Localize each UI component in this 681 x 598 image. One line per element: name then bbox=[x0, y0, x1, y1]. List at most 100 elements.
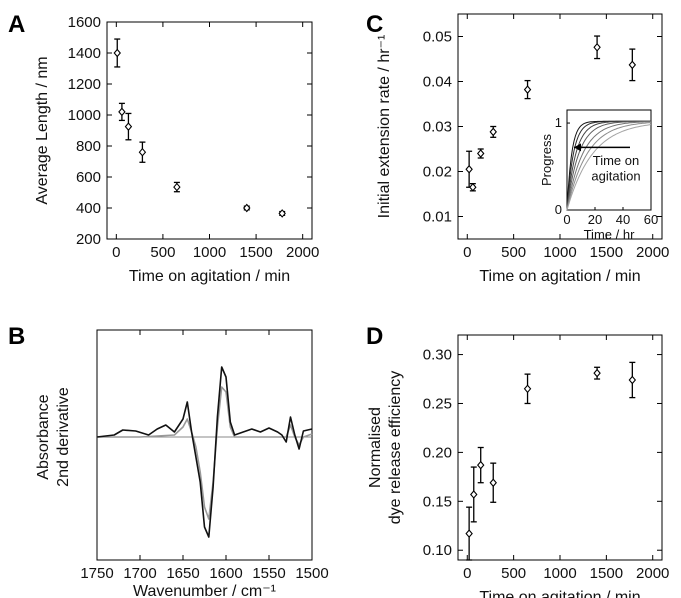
y-tick-label: 1000 bbox=[68, 107, 101, 124]
point-marker bbox=[173, 182, 181, 192]
plot-frame bbox=[96, 329, 313, 561]
y-tick-label: 0.04 bbox=[423, 74, 452, 91]
x-tick-label: 1500 bbox=[590, 244, 623, 261]
point-marker bbox=[628, 60, 637, 70]
point-marker bbox=[113, 48, 121, 58]
y-axis-label: Average Length / nm bbox=[34, 56, 51, 204]
data-point bbox=[278, 209, 286, 218]
point-marker bbox=[138, 147, 147, 157]
x-axis-label: Time on agitation / min bbox=[479, 589, 640, 598]
y-axis-label-line1: Normalised bbox=[367, 407, 384, 488]
point-marker bbox=[523, 85, 532, 94]
data-point bbox=[476, 148, 485, 159]
x-tick-label: 2000 bbox=[286, 244, 319, 261]
x-tick-label: 1750 bbox=[80, 565, 113, 582]
y-tick-label: 0.01 bbox=[423, 209, 452, 226]
data-point bbox=[489, 462, 497, 503]
x-axis-label: Wavenumber / cm⁻¹ bbox=[133, 583, 276, 598]
y-tick-label: 400 bbox=[76, 200, 101, 217]
chart-panel-c: 0 500 1000 1500 20000.010.020.030.040.05Time… bbox=[376, 13, 669, 285]
point-marker bbox=[593, 42, 601, 52]
y-tick-label: 0.25 bbox=[423, 395, 452, 412]
x-tick-label: 0 bbox=[112, 244, 120, 261]
x-tick-label: 1700 bbox=[123, 565, 156, 582]
x-tick-label: 1500 bbox=[295, 565, 328, 582]
point-marker bbox=[243, 203, 251, 213]
y-axis-label-line1: Absorbance bbox=[35, 394, 52, 479]
chart-panel-b: 1750 1700 1650 1600 1550 1500 Wavenumber / cm⁻… bbox=[35, 329, 329, 598]
inset-y-axis-label: Progress bbox=[539, 133, 554, 186]
point-marker bbox=[278, 209, 286, 218]
inset-x-axis-label: Time / hr bbox=[584, 227, 635, 242]
panel-label-a: A bbox=[8, 11, 25, 38]
point-marker bbox=[118, 107, 126, 117]
data-point bbox=[465, 506, 473, 561]
x-tick-label: 1500 bbox=[239, 244, 272, 261]
y-tick-label: 0.03 bbox=[423, 119, 452, 136]
y-tick-label: 800 bbox=[76, 138, 101, 155]
x-tick-label: 0 bbox=[463, 244, 471, 261]
x-tick-label: 1000 bbox=[543, 244, 576, 261]
spectrum-series-line bbox=[96, 366, 313, 538]
y-tick-label: 0.15 bbox=[423, 493, 452, 510]
data-point bbox=[489, 125, 497, 138]
y-tick-label: 0.10 bbox=[423, 542, 452, 559]
x-tick-label: 500 bbox=[501, 244, 526, 261]
y-tick-label: 0.05 bbox=[423, 29, 452, 46]
y-axis-label-line2: dye release efficiency bbox=[387, 371, 404, 525]
inset-x-tick-label: 40 bbox=[616, 212, 630, 227]
plot-frame bbox=[106, 21, 313, 240]
data-point bbox=[628, 48, 637, 82]
chart-panel-a: 0 500 1000 1500 2000 200 400 600 800 1000 1200 1400… bbox=[34, 14, 319, 285]
y-tick-label: 1200 bbox=[68, 76, 101, 93]
point-marker bbox=[465, 164, 473, 174]
point-marker bbox=[628, 375, 637, 385]
point-marker bbox=[523, 384, 532, 394]
x-tick-label: 1500 bbox=[590, 565, 623, 582]
data-point bbox=[465, 150, 473, 188]
x-tick-label: 1000 bbox=[193, 244, 226, 261]
y-tick-label: 1400 bbox=[68, 45, 101, 62]
inset-x-tick-label: 60 bbox=[644, 212, 658, 227]
x-tick-label: 1000 bbox=[543, 565, 576, 582]
data-point bbox=[470, 466, 478, 523]
x-tick-label: 2000 bbox=[636, 565, 669, 582]
x-tick-label: 1600 bbox=[209, 565, 242, 582]
point-marker bbox=[489, 127, 497, 137]
point-marker bbox=[470, 490, 478, 499]
inset-series-line bbox=[566, 124, 652, 211]
inset-series-line bbox=[566, 122, 652, 211]
plot-frame bbox=[457, 334, 663, 561]
inset-x-tick-label: 0 bbox=[563, 212, 570, 227]
data-point bbox=[469, 182, 477, 192]
inset-annotation-line1: Time on bbox=[593, 153, 639, 168]
panel-label-b: B bbox=[8, 323, 25, 350]
point-marker bbox=[469, 182, 477, 192]
x-tick-label: 2000 bbox=[636, 244, 669, 261]
y-tick-label: 0.30 bbox=[423, 347, 452, 364]
chart-panel-d: 0 500 1000 1500 2000 0.10 0.15 0.20 0.25 0.30 Time… bbox=[367, 334, 669, 598]
spectrum-series-line bbox=[97, 386, 313, 520]
x-tick-label: 500 bbox=[501, 565, 526, 582]
data-point bbox=[523, 79, 532, 100]
point-marker bbox=[476, 149, 485, 158]
data-point bbox=[628, 361, 637, 399]
data-point bbox=[243, 203, 251, 213]
inset-series-line bbox=[566, 121, 651, 211]
y-tick-label: 600 bbox=[76, 169, 101, 186]
y-axis-label: Initial extension rate / hr⁻¹ bbox=[376, 35, 393, 219]
data-point bbox=[173, 181, 181, 193]
y-tick-label: 1600 bbox=[68, 14, 101, 31]
data-point bbox=[476, 446, 485, 484]
data-point bbox=[113, 38, 121, 68]
panel-label-d: D bbox=[366, 323, 383, 350]
point-marker bbox=[124, 122, 133, 131]
y-axis-label-line2: 2nd derivative bbox=[55, 387, 72, 487]
inset-annotation-line2: agitation bbox=[591, 168, 640, 183]
data-point bbox=[118, 102, 126, 122]
y-tick-label: 200 bbox=[76, 231, 101, 248]
inset-y-tick-label: 0 bbox=[555, 202, 562, 217]
data-point bbox=[124, 112, 133, 141]
inset-chart: 0 20 40 60 0 1 Time / hr Progress Time onagitati… bbox=[539, 109, 658, 242]
